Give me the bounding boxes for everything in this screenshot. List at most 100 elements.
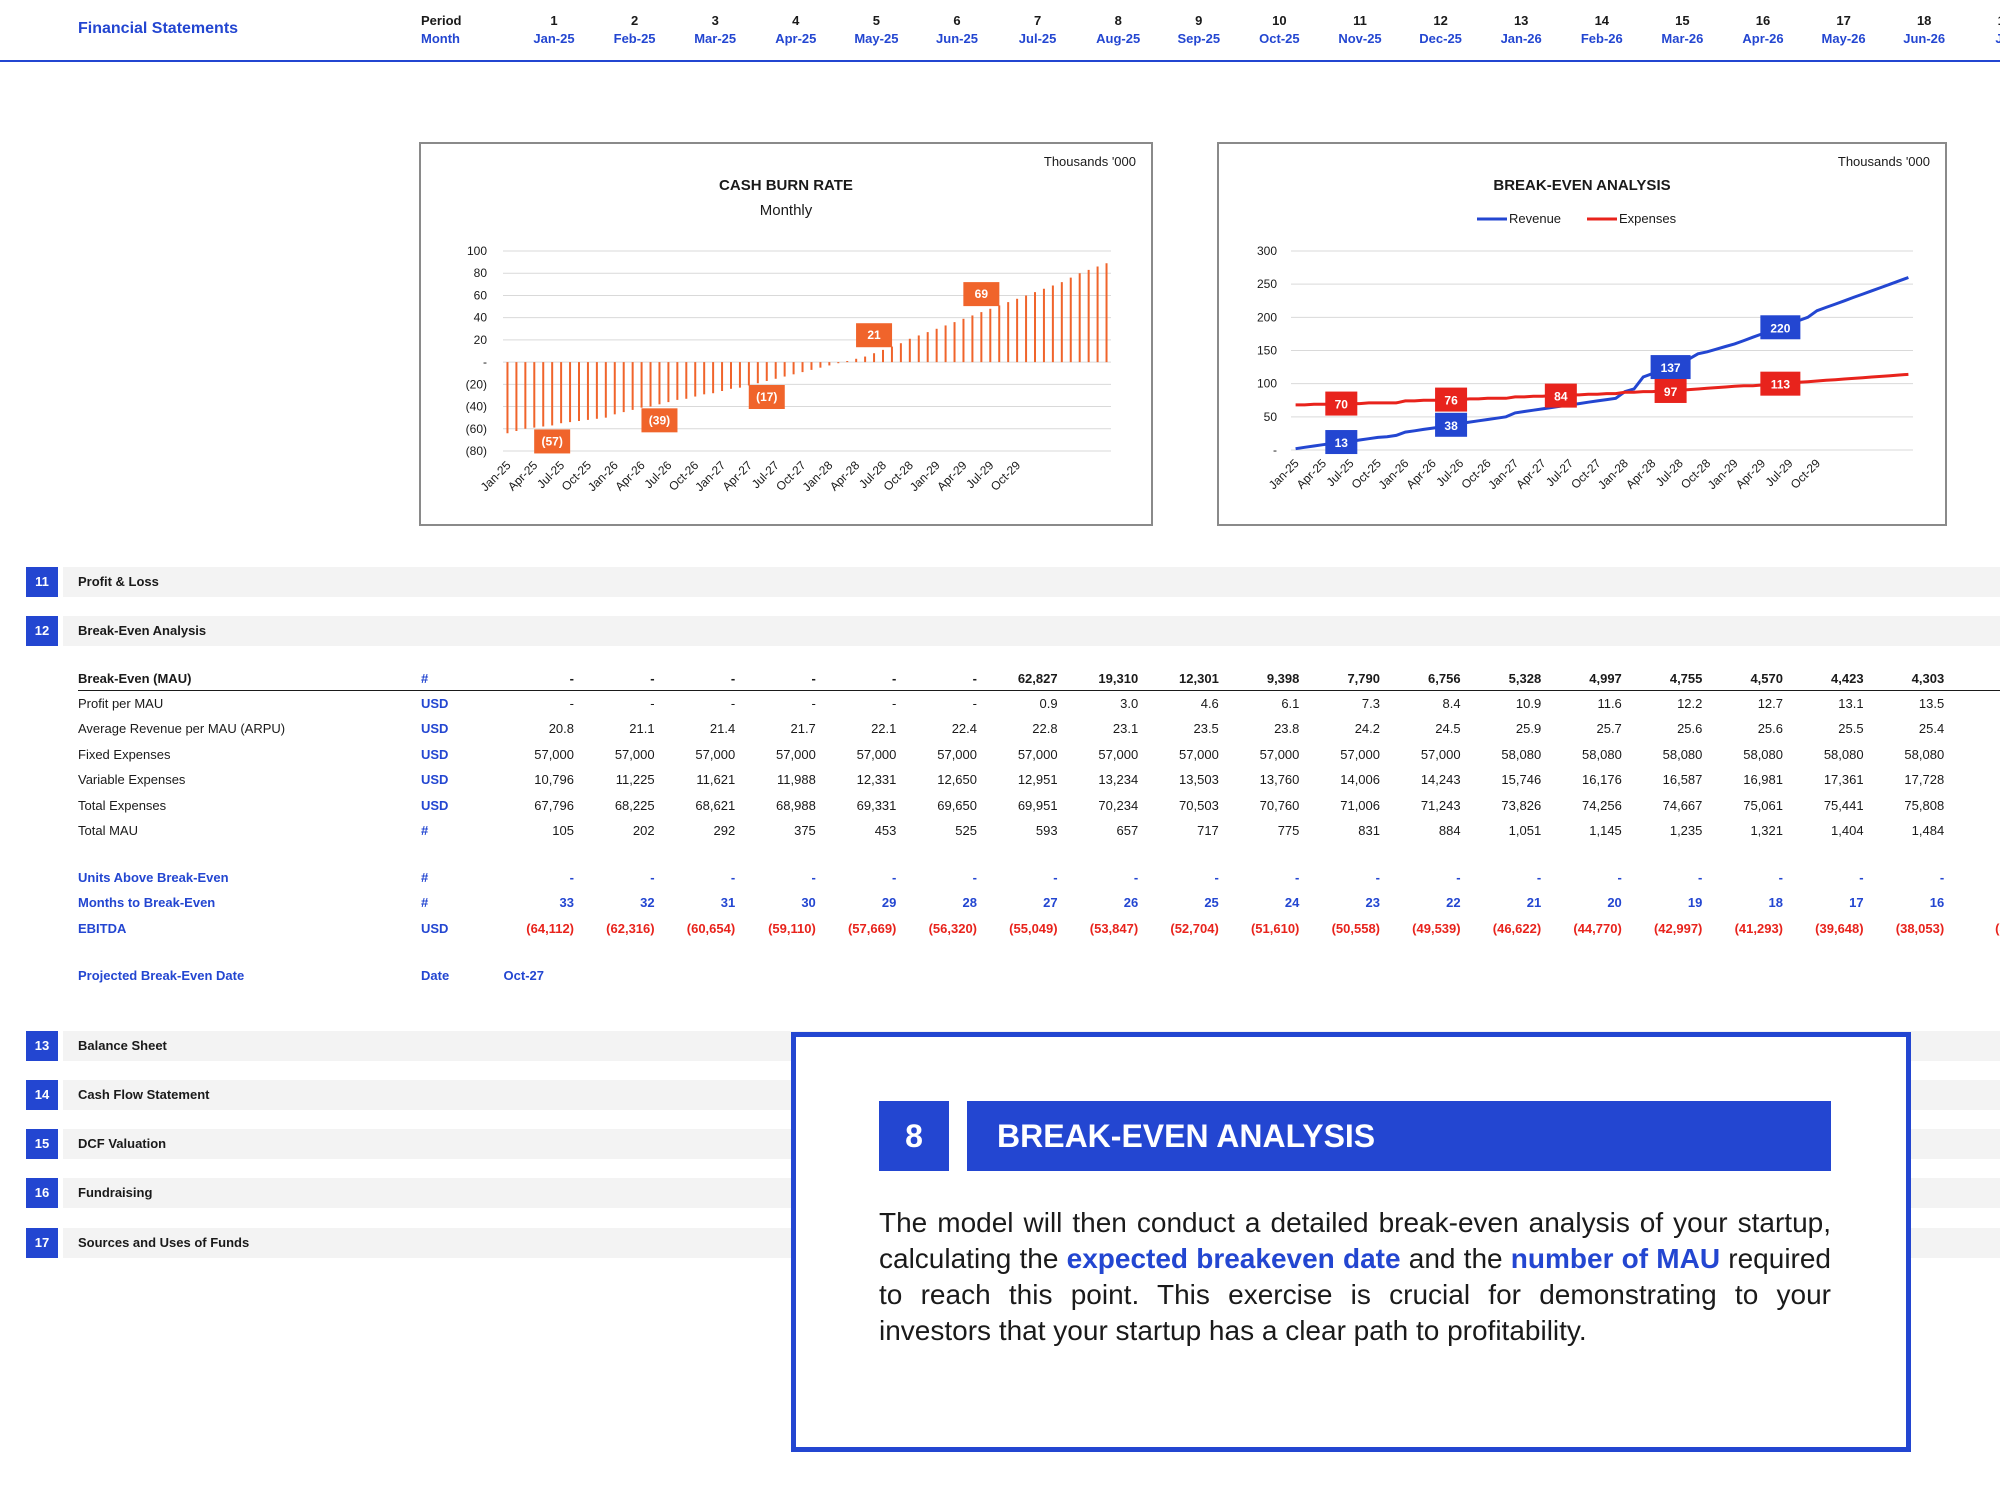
table-cell[interactable]: (44,770) <box>1573 921 1622 936</box>
table-cell[interactable]: 16,176 <box>1582 772 1622 787</box>
table-cell[interactable]: (51,610) <box>1250 921 1300 936</box>
table-cell[interactable]: 2 <box>1945 718 2000 740</box>
table-cell[interactable]: - <box>1295 870 1300 885</box>
table-cell[interactable]: - <box>1053 870 1058 885</box>
table-cell[interactable]: 28 <box>962 895 977 910</box>
table-cell[interactable]: 58,080 <box>1582 747 1622 762</box>
table-cell[interactable]: 7.3 <box>1361 696 1380 711</box>
table-cell[interactable]: 775 <box>1277 823 1300 838</box>
table-cell[interactable]: 17,361 <box>1823 772 1864 787</box>
table-cell[interactable]: 1 <box>1945 693 2000 715</box>
table-cell[interactable]: 58,080 <box>1743 747 1783 762</box>
table-cell[interactable]: 1, <box>1945 820 2000 842</box>
table-cell[interactable]: 16,587 <box>1662 772 1703 787</box>
table-cell[interactable]: - <box>892 696 897 711</box>
table-cell[interactable]: 23.8 <box>1274 721 1300 736</box>
table-cell[interactable]: 11,621 <box>696 772 736 787</box>
table-cell[interactable]: 57,000 <box>1179 747 1219 762</box>
table-cell[interactable]: 69,951 <box>1017 798 1058 813</box>
table-cell[interactable]: - <box>811 696 816 711</box>
table-cell[interactable]: (62,316) <box>606 921 655 936</box>
table-cell[interactable]: 17 <box>1849 895 1864 910</box>
table-cell[interactable]: - <box>1778 870 1783 885</box>
break-even-chart[interactable]: Thousands '000 BREAK-EVEN ANALYSIS Revenue… <box>1217 142 1947 526</box>
table-cell[interactable]: 73,826 <box>1501 798 1542 813</box>
table-cell[interactable]: 29 <box>881 895 897 910</box>
table-cell[interactable]: 8.4 <box>1442 696 1461 711</box>
table-cell[interactable]: 75,061 <box>1743 798 1783 813</box>
table-cell[interactable]: 0.9 <box>1039 696 1058 711</box>
table-cell[interactable]: 202 <box>632 823 655 838</box>
table-cell[interactable]: 25 <box>1204 895 1219 910</box>
table-cell[interactable]: (53,847) <box>1089 921 1139 936</box>
table-cell[interactable]: 11,988 <box>777 772 816 787</box>
table-cell[interactable]: 70,503 <box>1179 798 1219 813</box>
table-cell[interactable]: - <box>730 870 736 885</box>
table-cell[interactable]: 18,( <box>1945 769 2000 791</box>
table-cell[interactable]: 1,145 <box>1589 823 1622 838</box>
table-cell[interactable]: (52,704) <box>1170 921 1219 936</box>
table-row[interactable]: Break-Even (MAU) # - - - - - - 62,827 19,310 12,30… <box>0 668 2000 690</box>
table-cell[interactable]: 21.7 <box>790 721 816 736</box>
table-cell[interactable]: 20.8 <box>548 721 574 736</box>
table-cell[interactable]: 32 <box>640 895 655 910</box>
table-cell[interactable]: - <box>1698 870 1703 885</box>
table-row[interactable]: Fixed Expenses USD 57,000 57,000 57,000 57,00… <box>0 744 2000 766</box>
table-cell[interactable]: 69,331 <box>856 798 897 813</box>
table-cell[interactable]: 292 <box>713 823 736 838</box>
table-cell[interactable]: 9,398 <box>1266 671 1300 686</box>
table-cell[interactable]: 19 <box>1687 895 1703 910</box>
table-cell[interactable]: 11.6 <box>1597 696 1622 711</box>
table-cell[interactable]: 4,303 <box>1911 671 1945 686</box>
table-cell[interactable]: 62,827 <box>1017 671 1058 686</box>
table-cell[interactable]: (39,648) <box>1815 921 1864 936</box>
table-cell[interactable]: 31 <box>720 895 736 910</box>
table-cell[interactable]: 57,000 <box>695 747 736 762</box>
table-row[interactable]: Profit per MAU USD - - - - - - 0.9 3.0 4.6 6.1 7.3 8.… <box>0 693 2000 715</box>
table-cell[interactable]: 15,746 <box>1501 772 1542 787</box>
table-cell[interactable]: 6.1 <box>1281 696 1300 711</box>
table-cell[interactable]: - <box>1939 870 1945 885</box>
table-cell[interactable]: 4,423 <box>1831 671 1864 686</box>
table-cell[interactable]: 71,243 <box>1420 798 1461 813</box>
table-cell[interactable]: 831 <box>1358 823 1380 838</box>
table-cell[interactable]: 24.5 <box>1435 721 1461 736</box>
table-cell[interactable]: - <box>1214 870 1219 885</box>
table-cell[interactable]: (50,558) <box>1331 921 1380 936</box>
table-cell[interactable]: 13.5 <box>1918 696 1945 711</box>
table-cell[interactable]: 1,484 <box>1911 823 1945 838</box>
table-cell[interactable]: (55,049) <box>1009 921 1058 936</box>
table-cell[interactable]: 57,000 <box>614 747 655 762</box>
table-cell[interactable]: - <box>1859 870 1864 885</box>
table-cell[interactable]: 11,225 <box>615 772 655 787</box>
table-cell[interactable]: 25.4 <box>1918 721 1945 736</box>
table-cell[interactable]: - <box>730 696 736 711</box>
table-cell[interactable]: (56,320) <box>928 921 977 936</box>
table-cell[interactable]: 14,243 <box>1420 772 1461 787</box>
table-cell[interactable]: 24 <box>1284 895 1300 910</box>
table-cell[interactable]: 21.1 <box>629 721 655 736</box>
table-cell[interactable]: 22.8 <box>1032 721 1058 736</box>
table-cell[interactable]: - <box>972 870 977 885</box>
table-cell[interactable]: (59,110) <box>768 921 816 936</box>
table-cell[interactable]: 68,988 <box>776 798 816 813</box>
table-cell[interactable]: 57,000 <box>534 747 574 762</box>
table-cell[interactable]: 16 <box>1929 895 1945 910</box>
table-cell[interactable]: - <box>569 696 574 711</box>
table-cell[interactable]: 525 <box>955 823 977 838</box>
cash-burn-chart[interactable]: Thousands '000 CASH BURN RATE Monthly 100 80… <box>419 142 1153 526</box>
table-cell[interactable]: 33 <box>559 895 574 910</box>
table-cell[interactable]: 12,331 <box>856 772 897 787</box>
table-cell[interactable]: 1,235 <box>1669 823 1703 838</box>
table-cell[interactable]: 69,650 <box>937 798 977 813</box>
table-cell[interactable]: - <box>569 671 574 686</box>
table-cell[interactable]: 68,621 <box>695 798 736 813</box>
ebitda-row[interactable]: EBITDA USD (64,112) (62,316) (60,654) (59,110… <box>0 918 2000 940</box>
table-cell[interactable]: - <box>650 870 655 885</box>
table-cell[interactable]: 75,808 <box>1904 798 1945 813</box>
table-cell[interactable]: - <box>730 671 736 686</box>
table-cell[interactable]: 22 <box>1446 895 1461 910</box>
table-cell[interactable]: 76, <box>1945 795 2000 817</box>
table-cell[interactable]: 25.6 <box>1757 721 1783 736</box>
months-to-row[interactable]: Months to Break-Even #33 32 31 30 29 28 27 26 25 2… <box>0 892 2000 914</box>
